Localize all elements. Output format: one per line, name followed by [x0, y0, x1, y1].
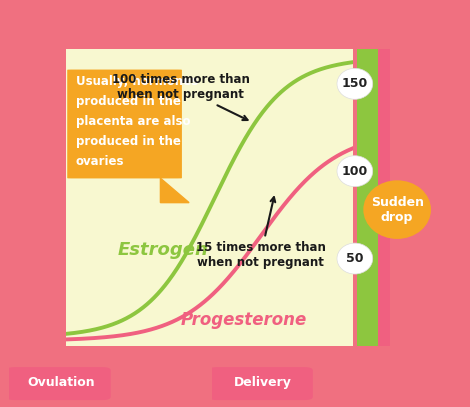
Text: Ovulation: Ovulation	[27, 376, 95, 389]
Text: 150: 150	[342, 77, 368, 90]
Text: 100 times more than
when not pregnant: 100 times more than when not pregnant	[111, 73, 250, 120]
FancyBboxPatch shape	[208, 367, 313, 400]
Polygon shape	[160, 178, 189, 203]
Text: 100: 100	[342, 165, 368, 178]
FancyBboxPatch shape	[67, 70, 182, 178]
Text: Progesterone: Progesterone	[180, 311, 307, 329]
FancyBboxPatch shape	[6, 367, 111, 400]
Text: Usually, hormones
produced in the
placenta are also
produced in the
ovaries: Usually, hormones produced in the placen…	[76, 75, 198, 168]
Text: 15 times more than
when not pregnant: 15 times more than when not pregnant	[196, 197, 326, 269]
Text: Estrogen: Estrogen	[118, 241, 208, 259]
Text: Delivery: Delivery	[234, 376, 292, 389]
Text: Sudden
drop: Sudden drop	[371, 196, 423, 223]
Text: 50: 50	[346, 252, 364, 265]
